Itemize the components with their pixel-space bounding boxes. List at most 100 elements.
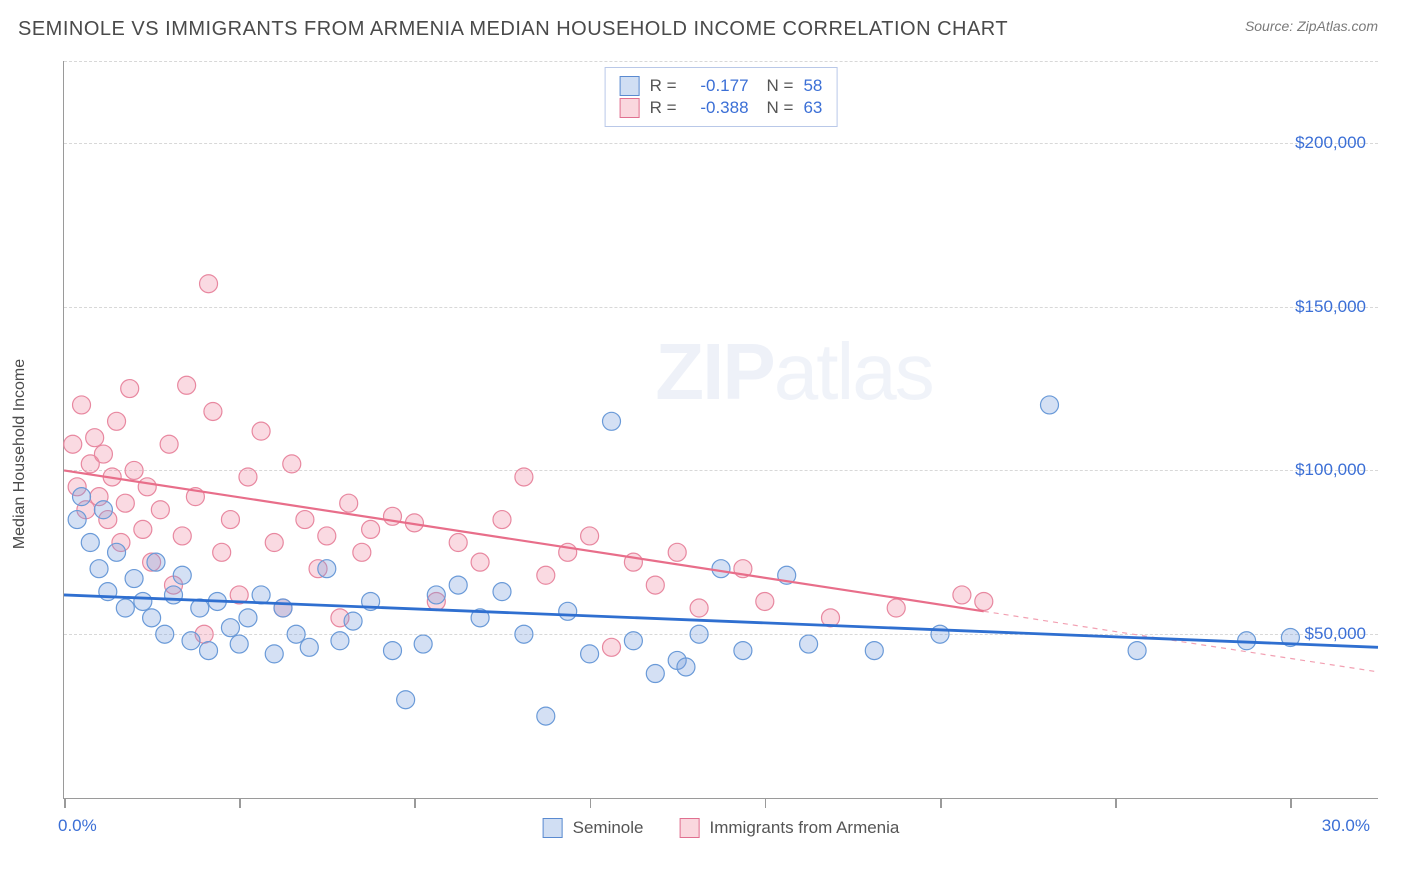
scatter-point-blue [94, 501, 112, 519]
scatter-point-pink [200, 275, 218, 293]
plot-area: ZIPatlas $50,000$100,000$150,000$200,000… [63, 61, 1378, 799]
legend-correlation-row: R = -0.388 N = 63 [620, 98, 823, 118]
scatter-point-blue [230, 635, 248, 653]
scatter-point-pink [283, 455, 301, 473]
source-label: Source: ZipAtlas.com [1245, 18, 1378, 34]
scatter-point-pink [64, 435, 82, 453]
legend-series-item: Seminole [543, 818, 644, 838]
scatter-point-blue [265, 645, 283, 663]
scatter-point-pink [471, 553, 489, 571]
scatter-point-blue [90, 560, 108, 578]
scatter-point-blue [427, 586, 445, 604]
scatter-point-blue [397, 691, 415, 709]
scatter-point-pink [493, 511, 511, 529]
scatter-point-blue [646, 665, 664, 683]
legend-r-label: R = [650, 98, 677, 118]
x-tick [590, 798, 592, 808]
legend-r-value: -0.177 [687, 76, 749, 96]
scatter-point-blue [239, 609, 257, 627]
scatter-point-pink [975, 592, 993, 610]
scatter-point-blue [287, 625, 305, 643]
scatter-point-pink [515, 468, 533, 486]
scatter-point-blue [1128, 642, 1146, 660]
scatter-point-pink [213, 543, 231, 561]
x-tick [765, 798, 767, 808]
scatter-point-pink [887, 599, 905, 617]
scatter-point-blue [200, 642, 218, 660]
scatter-point-blue [318, 560, 336, 578]
scatter-point-pink [94, 445, 112, 463]
scatter-point-blue [116, 599, 134, 617]
scatter-point-blue [581, 645, 599, 663]
scatter-svg [64, 61, 1378, 798]
scatter-point-pink [537, 566, 555, 584]
legend-correlation-box: R = -0.177 N = 58R = -0.388 N = 63 [605, 67, 838, 127]
scatter-point-blue [182, 632, 200, 650]
legend-n-label: N = [767, 76, 794, 96]
y-axis-label: Median Household Income [11, 359, 29, 549]
scatter-point-pink [108, 412, 126, 430]
scatter-point-blue [931, 625, 949, 643]
scatter-point-pink [138, 478, 156, 496]
scatter-point-pink [646, 576, 664, 594]
scatter-point-pink [116, 494, 134, 512]
scatter-point-pink [265, 534, 283, 552]
scatter-point-blue [449, 576, 467, 594]
scatter-point-pink [296, 511, 314, 529]
scatter-point-blue [147, 553, 165, 571]
legend-swatch-pink [679, 818, 699, 838]
scatter-point-pink [204, 402, 222, 420]
scatter-point-blue [515, 625, 533, 643]
legend-swatch-blue [620, 76, 640, 96]
scatter-point-blue [712, 560, 730, 578]
legend-r-value: -0.388 [687, 98, 749, 118]
x-tick [1115, 798, 1117, 808]
scatter-point-blue [73, 488, 91, 506]
scatter-point-pink [252, 422, 270, 440]
scatter-point-blue [300, 638, 318, 656]
scatter-point-pink [603, 638, 621, 656]
scatter-point-blue [134, 592, 152, 610]
header: SEMINOLE VS IMMIGRANTS FROM ARMENIA MEDI… [0, 0, 1406, 49]
x-axis-max-label: 30.0% [1322, 816, 1370, 836]
scatter-point-blue [143, 609, 161, 627]
x-axis-min-label: 0.0% [58, 816, 97, 836]
scatter-point-blue [734, 642, 752, 660]
scatter-point-pink [756, 592, 774, 610]
scatter-point-blue [81, 534, 99, 552]
legend-n-value: 63 [803, 98, 822, 118]
x-tick [1290, 798, 1292, 808]
scatter-point-pink [221, 511, 239, 529]
scatter-point-pink [690, 599, 708, 617]
scatter-point-pink [134, 520, 152, 538]
chart-container: Median Household Income ZIPatlas $50,000… [18, 49, 1378, 859]
scatter-point-blue [677, 658, 695, 676]
legend-series-label: Immigrants from Armenia [709, 818, 899, 838]
scatter-point-pink [353, 543, 371, 561]
trendline-pink-extrapolated [984, 611, 1378, 672]
scatter-point-blue [274, 599, 292, 617]
scatter-point-blue [603, 412, 621, 430]
scatter-point-blue [690, 625, 708, 643]
scatter-point-blue [414, 635, 432, 653]
scatter-point-pink [160, 435, 178, 453]
legend-n-label: N = [767, 98, 794, 118]
scatter-point-blue [493, 583, 511, 601]
scatter-point-pink [121, 380, 139, 398]
scatter-point-blue [108, 543, 126, 561]
scatter-point-blue [865, 642, 883, 660]
scatter-point-blue [221, 619, 239, 637]
scatter-point-pink [668, 543, 686, 561]
legend-correlation-row: R =-0.177N =58 [620, 76, 823, 96]
x-tick [239, 798, 241, 808]
scatter-point-pink [173, 527, 191, 545]
scatter-point-blue [384, 642, 402, 660]
scatter-point-blue [624, 632, 642, 650]
scatter-point-blue [800, 635, 818, 653]
scatter-point-blue [344, 612, 362, 630]
scatter-point-blue [1041, 396, 1059, 414]
trendline-pink [64, 470, 984, 611]
scatter-point-blue [156, 625, 174, 643]
legend-n-value: 58 [803, 76, 822, 96]
legend-series-label: Seminole [573, 818, 644, 838]
